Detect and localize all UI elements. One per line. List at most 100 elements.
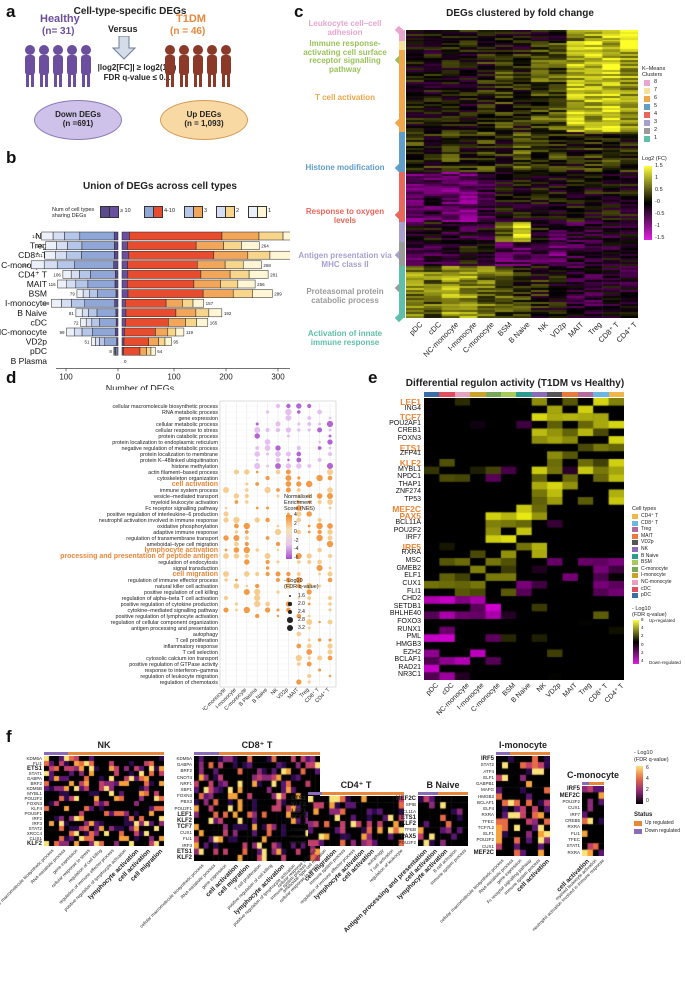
enrichment-dot [233, 547, 240, 553]
up-bar-segment [197, 260, 226, 270]
criteria-line-2: FDR q-value ≤ 0.1 [103, 73, 171, 82]
term-label: Fc receptor signalling pathway [145, 506, 218, 512]
reg-title-2: (FDR q-value) [632, 612, 667, 618]
up-bar-segment [127, 270, 202, 279]
gene-label: CUX1 [481, 843, 494, 849]
enrichment-dot [296, 511, 302, 517]
t1dm-n: (n = 46) [170, 26, 206, 37]
nes-tick-label: -6 [294, 554, 299, 561]
term-label: protein K–48linked ubiquitination [140, 458, 218, 464]
enrichment-dot [328, 554, 332, 558]
enrichment-dot [297, 500, 301, 504]
status-strip-down [194, 752, 220, 755]
term-label: immune system process [160, 488, 218, 494]
kmeans-label: 4 [654, 111, 658, 117]
enrichment-dot [264, 439, 271, 445]
panel-f-block-cd4: CD4⁺ T ETS1 KLF2 LEF1 TCF7 FLI1 FOXN3 FOXP3 ZBTB… [277, 780, 438, 970]
up-bar-segment [258, 231, 284, 241]
gene-label: TCF7 [291, 814, 306, 821]
nes-tick-label: -4 [294, 546, 299, 552]
enrichment-dot [233, 493, 240, 499]
legend-title-1: - Log10 [634, 750, 653, 756]
enrichment-dot [254, 462, 261, 470]
enrichment-dot [265, 475, 270, 481]
enrichment-dot [254, 600, 261, 608]
down-bar-segment [114, 279, 119, 289]
enrichment-dot [317, 446, 322, 450]
status-strip-up [438, 792, 468, 795]
gene-label: ETS1 [400, 814, 416, 821]
enrichment-dot [307, 506, 311, 510]
enrichment-dot [274, 528, 282, 536]
gene-label: POU5F1 [24, 810, 42, 816]
down-bar-segment [87, 279, 116, 289]
up-value-label: 192 [224, 311, 232, 316]
enrichment-dot [223, 517, 229, 523]
fc-tick-label: -1.5 [655, 235, 665, 241]
down-degs-ellipse: Down DEGs (n =691) [34, 100, 122, 140]
enrichment-dot [296, 481, 302, 487]
enrichment-dot [275, 421, 281, 427]
enrichment-dot [254, 427, 261, 433]
enrichment-dot [254, 517, 260, 523]
up-bar-segment [202, 289, 234, 298]
regulon-label: ETS1 [399, 442, 421, 453]
cluster-bar-3 [399, 222, 405, 242]
status-strip-down [496, 752, 510, 755]
enrichment-dot [254, 594, 261, 602]
enrichment-dot [287, 512, 290, 516]
enrichment-dot [296, 662, 301, 666]
gene-label: KLF2 [177, 854, 192, 861]
gene-label: TFEB [404, 827, 416, 833]
reg-tick-label: 4 [641, 658, 644, 663]
gene-label: GABPB1 [475, 781, 494, 787]
up-bar-segment [252, 289, 273, 298]
enrichment-dot [266, 464, 269, 468]
enrichment-dot [287, 458, 290, 462]
up-bar-segment [123, 346, 141, 356]
enrichment-dot [307, 530, 311, 534]
enrichment-dot [285, 408, 292, 416]
enrichment-dot [328, 566, 332, 570]
enrichment-dot [243, 589, 250, 595]
regulon-label: IRF7 [405, 534, 421, 542]
gene-label: ELF1 [483, 831, 494, 837]
up-degs-ellipse: Up DEGs (n = 1,093) [160, 100, 248, 140]
regulon-label: SETDB1 [393, 602, 421, 610]
enrichment-dot [296, 631, 302, 637]
enrichment-dot [307, 422, 312, 426]
term-label: positive regulation of cell killing [144, 590, 218, 596]
down-bar-segment [73, 327, 83, 337]
regulon-label: TCF7 [399, 412, 421, 423]
up-bar-segment [237, 279, 256, 289]
enrichment-dot [285, 481, 292, 487]
up-bar-segment [241, 241, 260, 250]
enrichment-dot [266, 452, 270, 456]
gene-label: TFEC [568, 837, 580, 843]
category-label: C-monocyte [1, 260, 47, 270]
up-bar-segment [121, 318, 126, 327]
fdr-title-2: (FDR q-value) [284, 584, 319, 590]
fdr-size-dot [289, 595, 291, 597]
cluster-bar-5 [399, 132, 405, 172]
enrichment-dot [328, 602, 332, 606]
enrichment-dot [296, 679, 302, 685]
gene-label: BRF2 [30, 780, 42, 786]
enrichment-dot [296, 403, 302, 409]
enrichment-dot [276, 578, 280, 582]
enrichment-dot [235, 608, 238, 612]
category-label: MAIT [27, 279, 47, 289]
up-bar-segment [175, 308, 197, 318]
up-bar-segment [242, 260, 262, 270]
enrichment-dot [276, 614, 280, 618]
block-title: I-monocyte [498, 740, 547, 750]
enrichment-dot [244, 541, 249, 547]
gene-label: KDM5B [26, 785, 42, 791]
x-axis-title: Number of DEGs [106, 383, 175, 390]
enrichment-dot [297, 560, 301, 564]
regulon-label: GMEB2 [396, 564, 421, 572]
panel-f-block-cd8: CD8⁺ T KDM5A GABPA BRF2 CNOT4 NRF1 XBP1 FOXN3 PB… [139, 740, 336, 985]
enrichment-dot [327, 595, 333, 601]
enrichment-dot [244, 493, 249, 499]
gene-label: BCL11A [399, 808, 416, 814]
